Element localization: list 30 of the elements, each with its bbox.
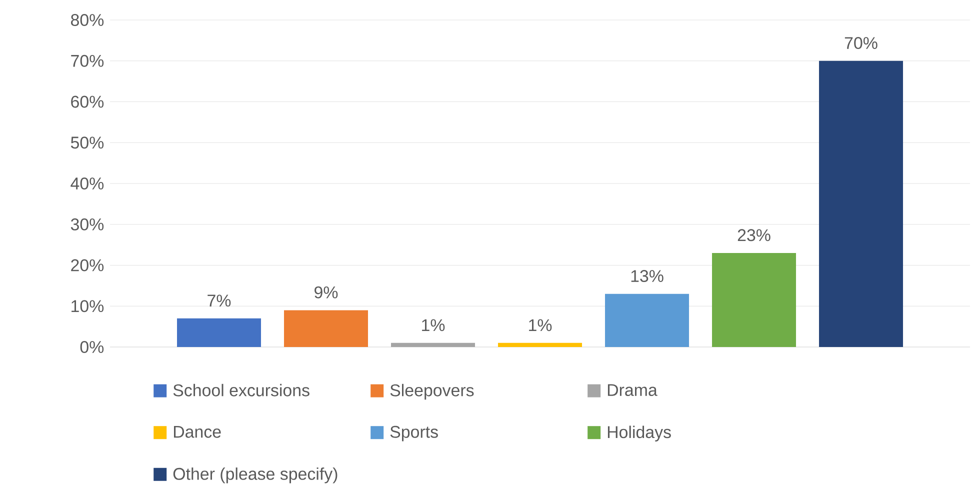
y-tick-label: 60%	[71, 96, 104, 108]
y-tick-label: 50%	[70, 136, 104, 149]
bar	[498, 342, 582, 347]
y-tick-label: 70%	[71, 54, 104, 67]
legend-label: Sleepovers	[390, 384, 474, 400]
legend-label: School excursions	[173, 384, 310, 396]
data-label: 13%	[631, 270, 664, 282]
bar	[177, 318, 261, 347]
y-tick-label: 10%	[72, 300, 104, 312]
bar	[284, 310, 368, 347]
bar	[819, 60, 904, 347]
y-tick-label: 80%	[70, 14, 104, 26]
bar	[605, 294, 690, 347]
legend-label: Other (please specify)	[173, 467, 338, 484]
legend-label: Sports	[390, 426, 438, 442]
y-tick-label: 40%	[70, 178, 104, 190]
y-tick-label: 30%	[70, 218, 104, 230]
data-label: 70%	[844, 37, 878, 50]
legend-label: Drama	[608, 384, 658, 396]
legend-label: Dance	[174, 426, 221, 438]
y-tick-label: 0%	[80, 341, 104, 353]
y-tick-label: 20%	[71, 259, 104, 272]
legend-label: Holidays	[608, 426, 671, 442]
bar	[391, 342, 476, 347]
bar	[712, 252, 796, 347]
data-label: 23%	[738, 229, 770, 242]
data-label: 1%	[529, 319, 552, 332]
data-label: 7%	[208, 294, 231, 307]
data-label: 1%	[422, 319, 445, 332]
data-label: 9%	[314, 286, 338, 298]
